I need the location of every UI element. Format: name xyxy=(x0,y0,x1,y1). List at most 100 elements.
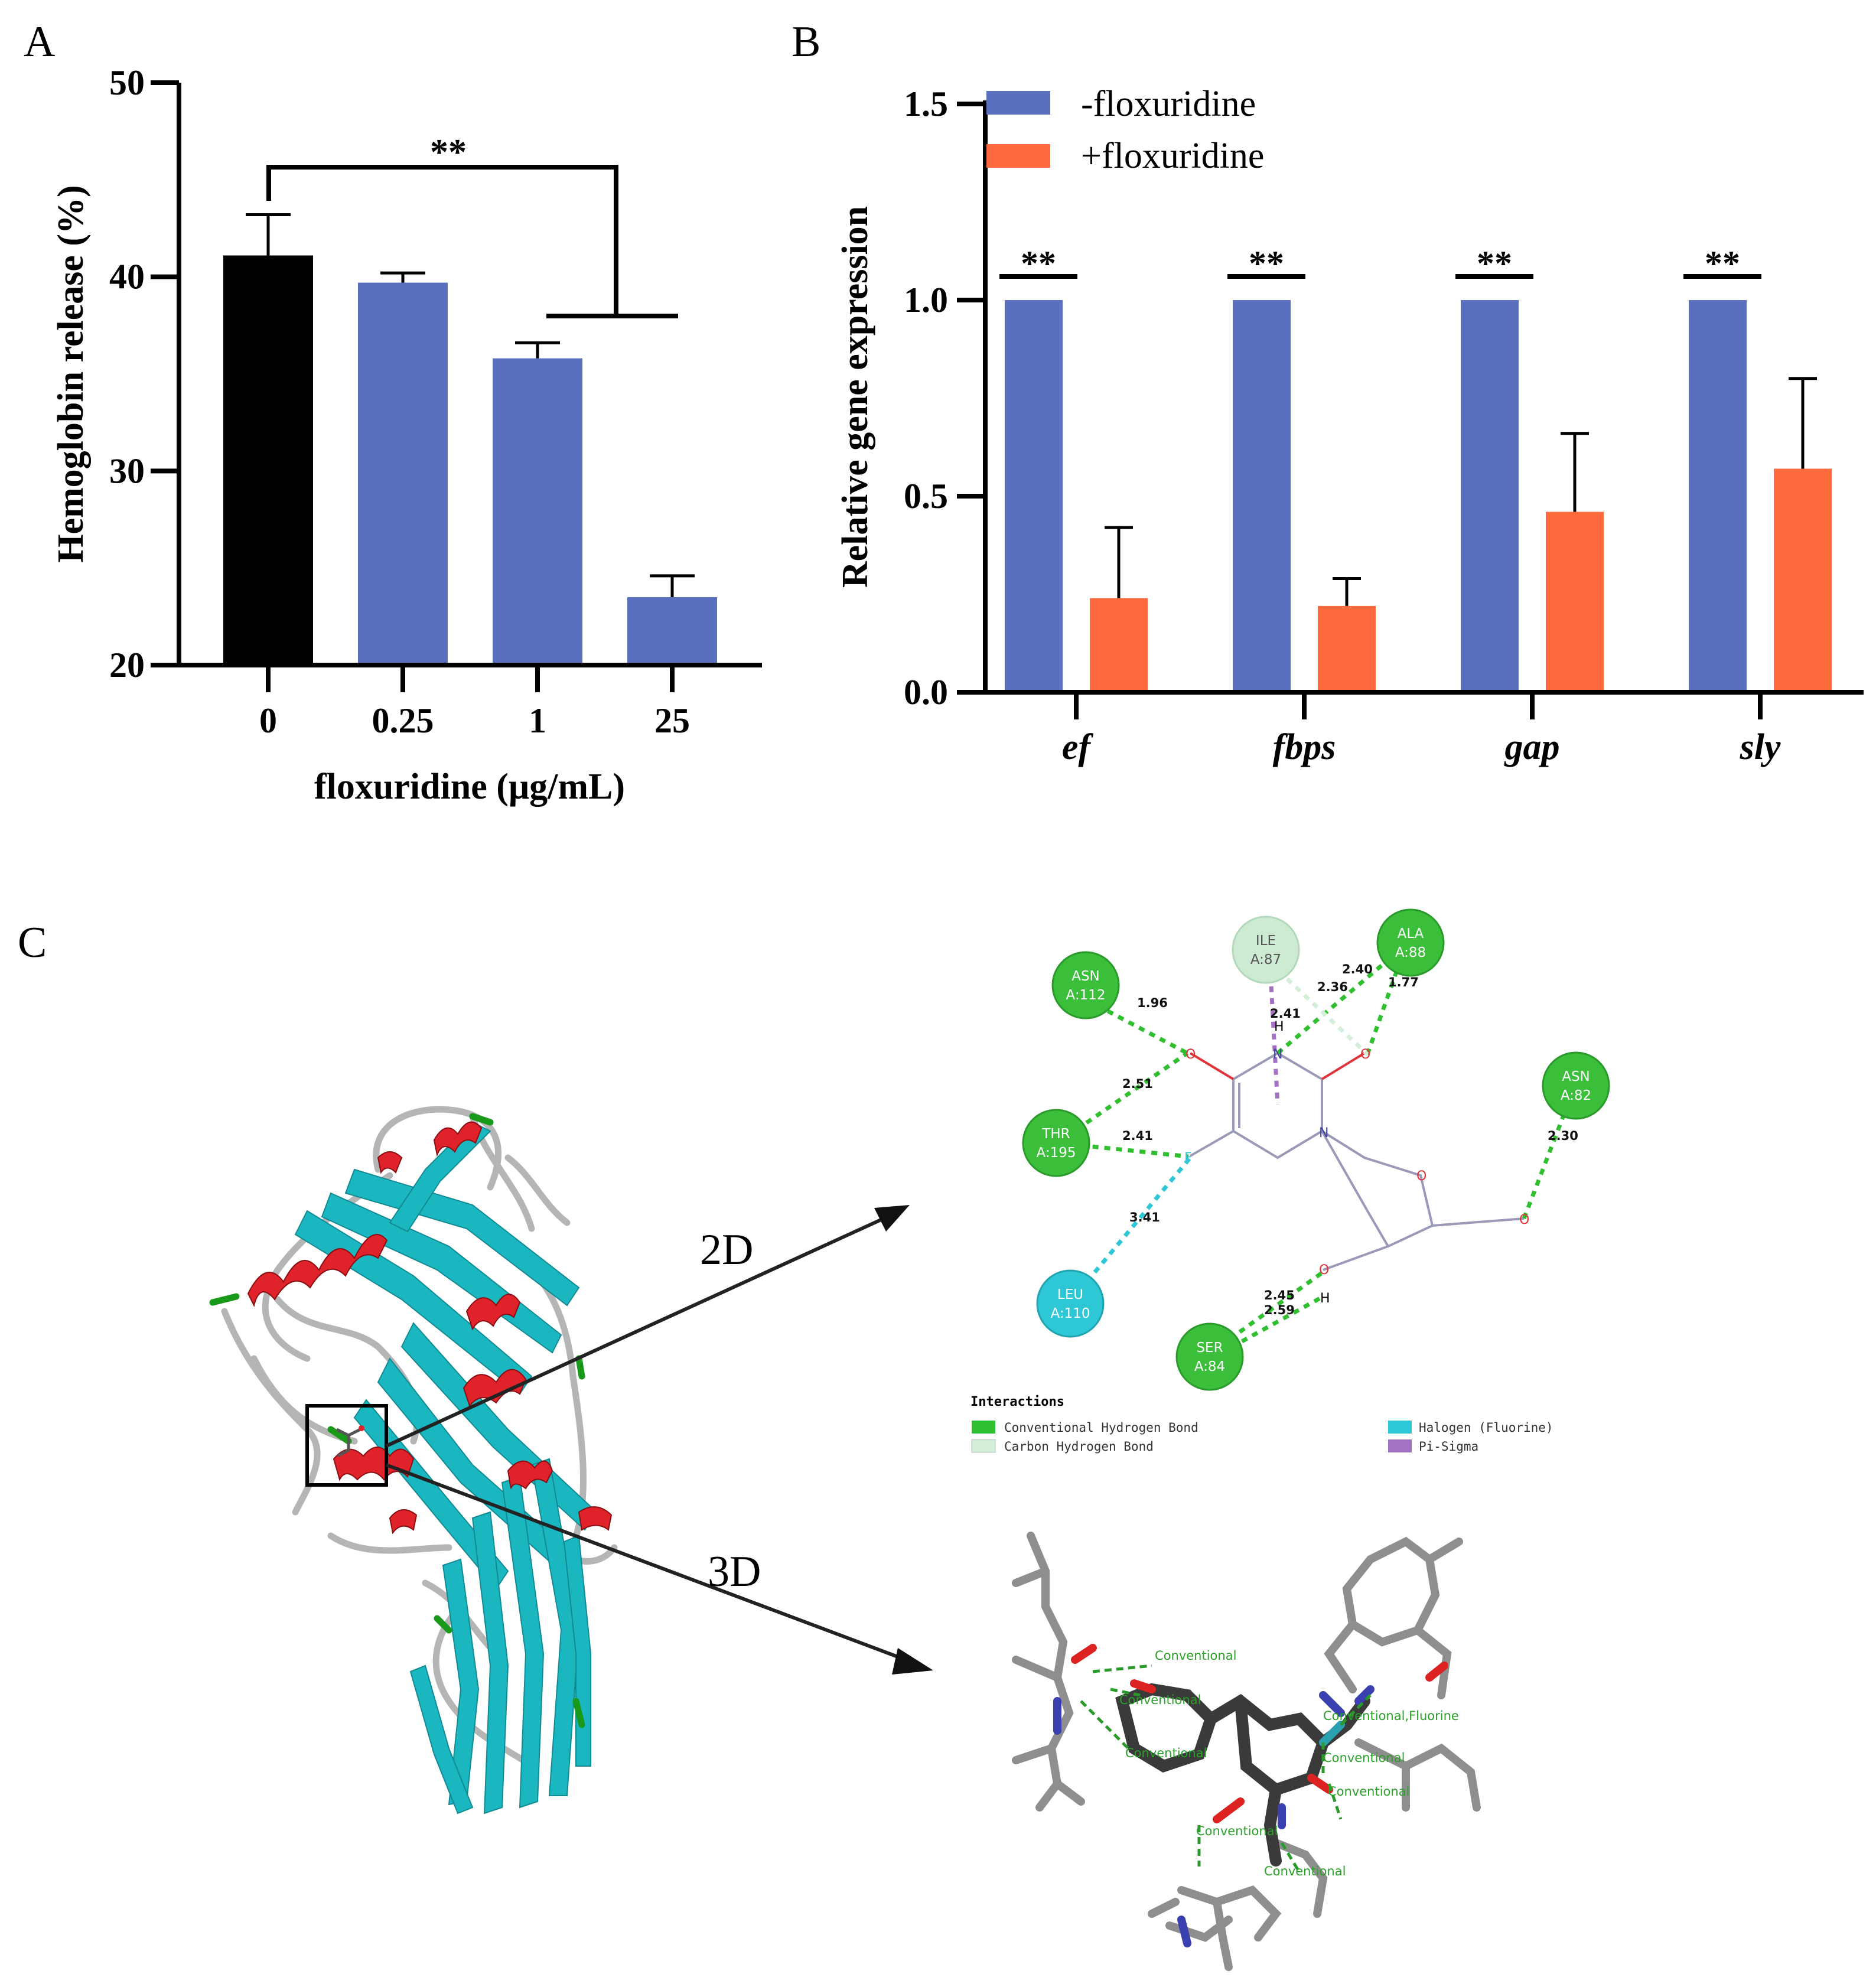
3d-interaction-label: Conventional xyxy=(1328,1784,1409,1799)
svg-text:ASN: ASN xyxy=(1071,969,1100,984)
3d-interaction-label: Conventional xyxy=(1196,1824,1278,1838)
svg-text:LEU: LEU xyxy=(1057,1287,1083,1302)
distance-label: 1.96 xyxy=(1137,996,1168,1010)
distance-label: 2.41 xyxy=(1122,1129,1153,1143)
svg-text:A:84: A:84 xyxy=(1194,1359,1225,1374)
chart-b-ylabel: Relative gene expression xyxy=(835,206,875,588)
panel-label-a: A xyxy=(24,18,55,66)
bar xyxy=(223,255,313,666)
3d-interaction-label: Conventional xyxy=(1323,1751,1405,1765)
y-tick-label: 20 xyxy=(109,646,145,685)
legend-label-halogen: Halogen (Fluorine) xyxy=(1419,1421,1553,1435)
3d-interaction-label: Conventional,Fluorine xyxy=(1323,1709,1459,1723)
x-tick-label: 25 xyxy=(654,701,690,740)
svg-text:ALA: ALA xyxy=(1398,926,1424,942)
atom-label: O xyxy=(1185,1047,1196,1062)
bar xyxy=(1090,598,1148,692)
atom-label: N xyxy=(1319,1126,1328,1141)
chart-b-legend-swatch-plus xyxy=(986,144,1050,168)
significance-label: ** xyxy=(1477,244,1512,283)
chart-b: 0.0 0.5 1.0 1.5 ef fbps gap sly ** ** ** ** Relat… xyxy=(835,84,1864,767)
bar xyxy=(1318,605,1376,692)
significance-label: ** xyxy=(1705,244,1740,283)
chart-b-significance: ** ** ** ** xyxy=(999,244,1761,283)
chart-a-ylabel: Hemoglobin release (%) xyxy=(51,185,91,562)
distance-label: 2.41 xyxy=(1270,1006,1301,1021)
x-tick-label: sly xyxy=(1740,727,1781,767)
interaction-3d-model: Conventional Conventional Conventional C… xyxy=(1012,1532,1481,1971)
chart-a-xticks: 0 0.25 1 25 xyxy=(259,665,690,740)
svg-text:A:195: A:195 xyxy=(1037,1145,1076,1161)
residue-ile-87: ILE A:87 xyxy=(1232,916,1300,984)
x-tick-label: 1 xyxy=(529,701,546,740)
svg-text:A:112: A:112 xyxy=(1066,988,1106,1003)
residue-ala-88: ALA A:88 xyxy=(1376,908,1445,977)
arrows: 2D 3D xyxy=(385,1205,933,1675)
legend-label-pisigma: Pi-Sigma xyxy=(1419,1439,1478,1454)
atom-label: F xyxy=(1184,1151,1192,1165)
distance-label: 2.59 xyxy=(1264,1303,1295,1317)
y-tick-label: 40 xyxy=(109,258,145,297)
y-tick-label: 0.0 xyxy=(904,673,948,712)
svg-text:SER: SER xyxy=(1196,1340,1223,1356)
distance-label: 2.51 xyxy=(1122,1077,1153,1091)
legend-swatch-pisigma xyxy=(1388,1439,1412,1452)
chart-b-xticks: ef fbps gap sly xyxy=(1062,692,1781,767)
chart-b-errorbars xyxy=(1105,377,1817,606)
3d-interaction-label: Conventional xyxy=(1119,1693,1201,1707)
bar xyxy=(1233,300,1291,692)
svg-text:A:87: A:87 xyxy=(1250,952,1281,968)
atom-label: O xyxy=(1319,1263,1329,1278)
bar xyxy=(1005,300,1063,692)
bar xyxy=(1546,512,1604,692)
3d-interaction-label: Conventional xyxy=(1155,1649,1236,1663)
svg-text:A:110: A:110 xyxy=(1051,1306,1090,1321)
x-tick-label: 0.25 xyxy=(372,701,434,740)
x-tick-label: ef xyxy=(1062,727,1094,767)
svg-text:A:88: A:88 xyxy=(1395,945,1426,960)
distance-label: 3.41 xyxy=(1129,1210,1160,1224)
panel-label-b: B xyxy=(792,18,820,66)
residue-thr-195: THR A:195 xyxy=(1022,1109,1090,1177)
chart-a-significance-label: ** xyxy=(430,132,467,172)
chart-b-bars xyxy=(1005,300,1832,692)
3d-interaction-label: Conventional xyxy=(1264,1864,1346,1878)
x-tick-label: fbps xyxy=(1273,727,1336,767)
y-tick-label: 1.0 xyxy=(904,281,948,320)
atom-label: O xyxy=(1519,1213,1529,1227)
interaction-2d-diagram: O O N N F O O O H H 1.96 2.51 2.41 3.41 … xyxy=(970,908,1610,1454)
distance-label: 1.77 xyxy=(1388,975,1419,989)
chart-a: 20 30 40 50 0 0.25 1 25 Hemoglobin release (%)… xyxy=(51,63,762,807)
svg-text:A:82: A:82 xyxy=(1561,1088,1591,1103)
bar xyxy=(493,358,582,665)
y-tick-label: 30 xyxy=(109,451,145,490)
svg-text:THR: THR xyxy=(1041,1126,1070,1142)
distance-label: 2.40 xyxy=(1342,962,1373,976)
bar xyxy=(1461,300,1519,692)
atom-label: H xyxy=(1320,1291,1330,1306)
chart-a-errorbars xyxy=(246,213,695,597)
residue-ser-84: SER A:84 xyxy=(1175,1323,1244,1391)
y-tick-label: 1.5 xyxy=(904,84,948,123)
chart-a-xlabel: floxuridine (μg/mL) xyxy=(314,767,625,807)
significance-label: ** xyxy=(1249,244,1284,283)
legend-swatch-carbon xyxy=(971,1439,996,1453)
x-tick-label: gap xyxy=(1504,727,1560,767)
atom-label: O xyxy=(1416,1169,1426,1184)
svg-text:ASN: ASN xyxy=(1562,1069,1590,1084)
interaction-legend-title: Interactions xyxy=(970,1395,1064,1409)
bar xyxy=(627,597,717,665)
x-tick-label: 0 xyxy=(259,701,277,740)
chart-a-significance-bracket xyxy=(266,165,678,318)
arrow-label-3d: 3D xyxy=(708,1548,761,1596)
legend-label-carbon: Carbon Hydrogen Bond xyxy=(1004,1439,1154,1454)
distance-label: 2.30 xyxy=(1548,1129,1578,1143)
bar xyxy=(1689,300,1747,692)
panel-label-c: C xyxy=(18,918,47,967)
chart-b-legend-label-minus: -floxuridine xyxy=(1081,84,1256,124)
legend-label-conventional: Conventional Hydrogen Bond xyxy=(1004,1421,1198,1435)
atom-label: H xyxy=(1274,1019,1284,1034)
bar xyxy=(1774,468,1832,692)
legend-swatch-conventional xyxy=(972,1421,995,1434)
atom-label: O xyxy=(1360,1047,1370,1062)
